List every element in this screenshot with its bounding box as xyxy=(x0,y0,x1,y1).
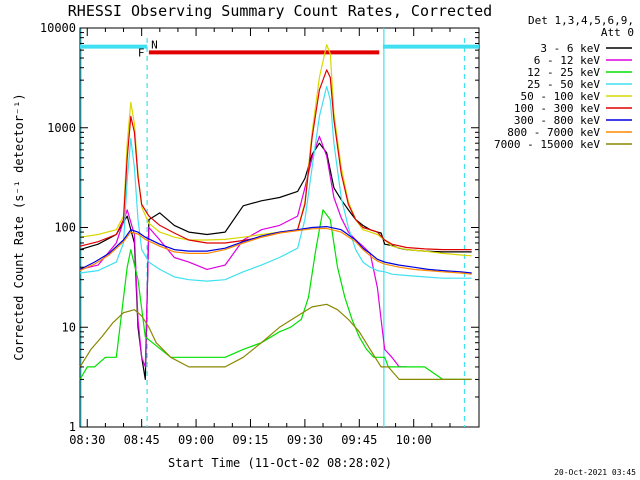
y-tick-label-4: 10000 xyxy=(40,21,76,35)
y-tick-label-1: 10 xyxy=(62,320,76,334)
legend-label-25-50-kev: 25 - 50 keV xyxy=(527,78,600,91)
legend-label-800-7000-kev: 800 - 7000 keV xyxy=(507,126,600,139)
x-tick-label-2: 09:00 xyxy=(178,433,214,447)
x-axis-label: Start Time (11-Oct-02 08:28:02) xyxy=(168,456,392,470)
x-tick-label-5: 09:45 xyxy=(341,433,377,447)
x-tick-label-4: 09:30 xyxy=(287,433,323,447)
legend-header-line-2: Att 0 xyxy=(601,26,634,39)
x-tick-label-1: 08:45 xyxy=(124,433,160,447)
x-tick-label-0: 08:30 xyxy=(69,433,105,447)
series-line-300-800-kev xyxy=(79,226,472,274)
series-line-800-7000-kev xyxy=(79,227,472,275)
legend-label-12-25-kev: 12 - 25 keV xyxy=(527,66,600,79)
x-tick-label-3: 09:15 xyxy=(232,433,268,447)
footer-timestamp: 20-Oct-2021 03:45 xyxy=(554,468,636,477)
x-tick-label-6: 10:00 xyxy=(396,433,432,447)
legend-label-300-800-kev: 300 - 800 keV xyxy=(514,114,600,127)
series-line-100-300-kev xyxy=(79,69,472,251)
legend-label-7000-15000-kev: 7000 - 15000 keV xyxy=(494,138,600,151)
y-tick-label-3: 1000 xyxy=(47,121,76,135)
series-line-6-12-kev xyxy=(79,135,407,368)
legend-label-50-100-kev: 50 - 100 keV xyxy=(521,90,601,103)
series-layer xyxy=(79,44,472,380)
flare-label: F xyxy=(138,46,145,59)
series-line-12-25-kev xyxy=(79,209,472,380)
series-line-25-50-kev xyxy=(79,85,472,282)
legend-label-6-12-kev: 6 - 12 keV xyxy=(534,54,601,67)
axis-layer: 08:30 08:45 09:00 09:15 09:30 09:45 10:00 1 10 10… xyxy=(40,21,479,447)
y-tick-label-0: 1 xyxy=(69,420,76,434)
series-line-7000-15000-kev xyxy=(79,303,472,380)
legend-header-line-1: Det 1,3,4,5,6,9, xyxy=(528,14,634,27)
legend-label-3-6-kev: 3 - 6 keV xyxy=(540,42,600,55)
chart-title: RHESSI Observing Summary Count Rates, Co… xyxy=(68,2,492,20)
night-label: N xyxy=(151,39,158,52)
legend-label-100-300-kev: 100 - 300 keV xyxy=(514,102,600,115)
y-tick-label-2: 100 xyxy=(54,221,76,235)
y-axis-label: Corrected Count Rate (s⁻¹ detector⁻¹) xyxy=(12,93,26,360)
marker-layer: NF xyxy=(80,28,479,427)
